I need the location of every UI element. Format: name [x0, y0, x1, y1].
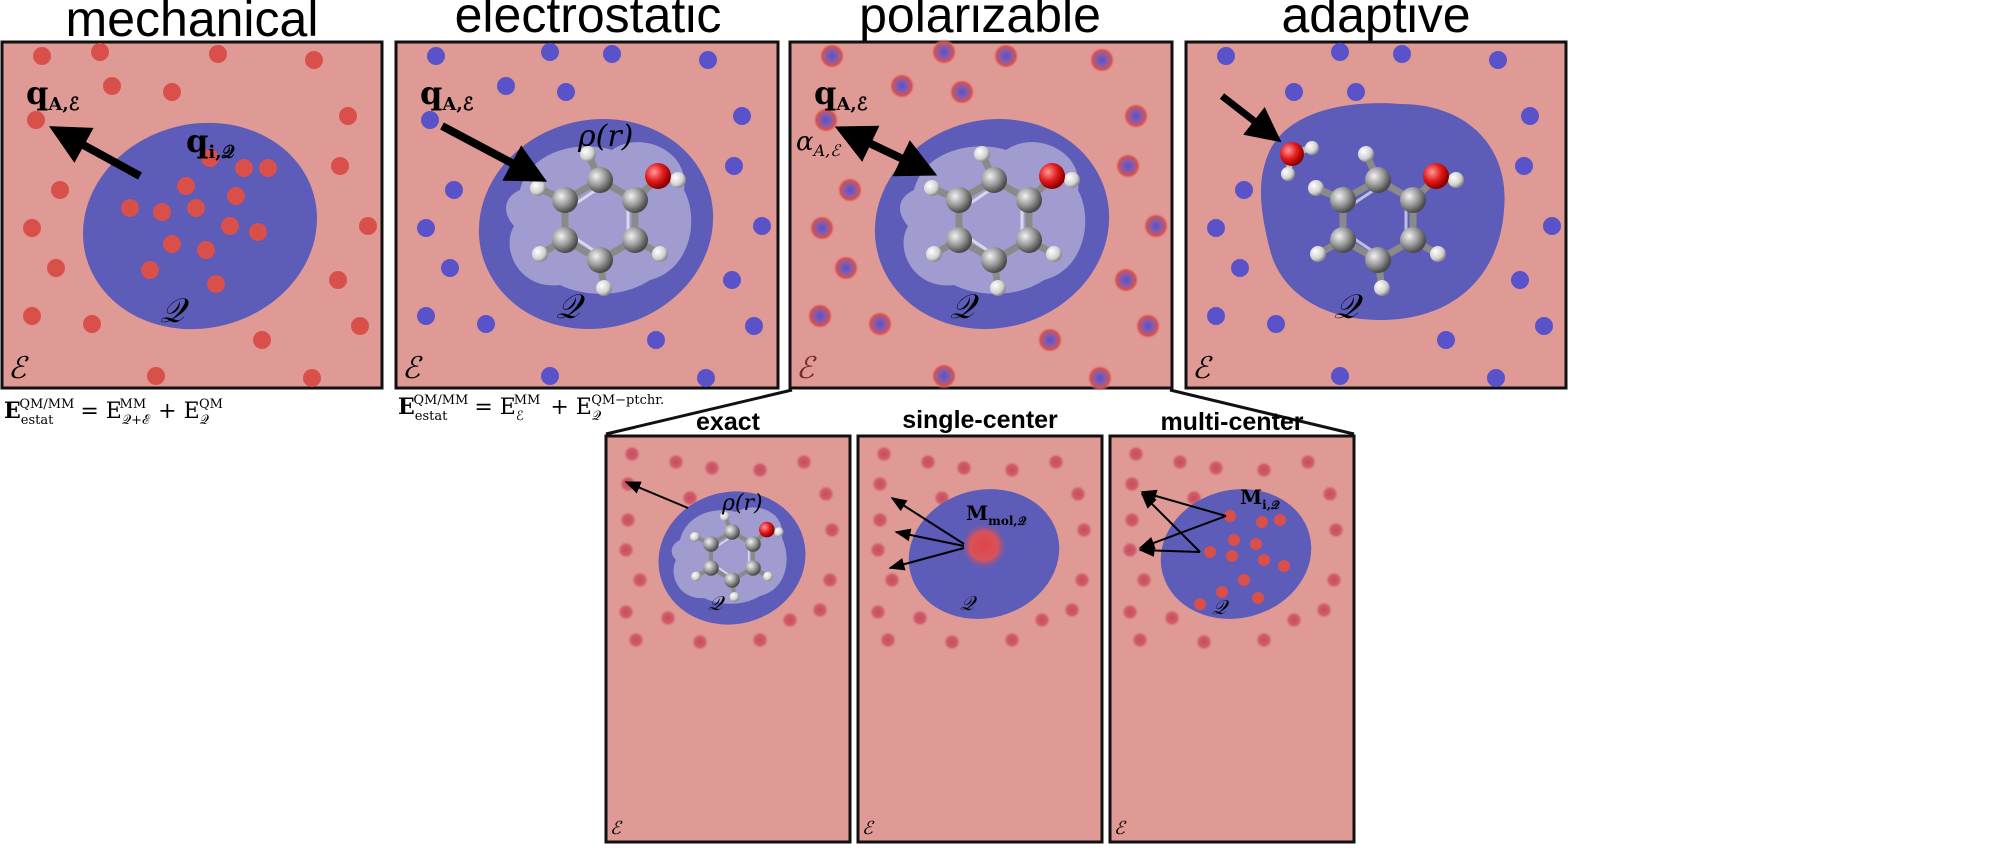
title-adaptive: adaptive — [1281, 0, 1470, 43]
panel-polarizable: qA,ℰ αA,ℰ 𝒬 ℰ — [788, 39, 1174, 391]
env-charges — [417, 43, 771, 387]
q-qm-label: qi,𝒬 — [186, 122, 235, 163]
rho-label: ρ(r) — [721, 491, 763, 516]
qm-region — [83, 122, 317, 330]
interaction-arrow — [624, 481, 689, 509]
env-induced-dipoles — [807, 39, 1169, 391]
subtitle-single-center: single-center — [902, 406, 1058, 434]
interaction-arrows — [1138, 489, 1227, 557]
env-symbol: ℰ — [1192, 351, 1213, 386]
env-symbol: ℰ — [1114, 818, 1127, 839]
interaction-arrow — [834, 125, 938, 177]
qm-symbol: 𝒬 — [708, 591, 726, 615]
density-cloud — [506, 142, 692, 294]
title-mechanical: mechanical — [66, 0, 319, 47]
interaction-arrow — [48, 126, 142, 180]
water-molecule — [1280, 141, 1319, 181]
interaction-arrow — [1219, 93, 1282, 143]
alpha-label: αA,ℰ — [796, 127, 842, 160]
density-cloud — [671, 507, 787, 604]
interaction-arrows — [888, 497, 965, 571]
env-symbol: ℰ — [610, 818, 623, 839]
m-i-label: Mi,𝒬 — [1240, 485, 1280, 512]
zoom-line-left — [605, 388, 793, 436]
panel-mechanical: qA,ℰ qi,𝒬 𝒬 ℰ — [0, 40, 384, 390]
env-charges — [23, 43, 377, 387]
subpanel-exact: ρ(r) 𝒬 ℰ — [604, 434, 852, 844]
subpanel-multi-center: Mi,𝒬 𝒬 ℰ — [1108, 434, 1356, 844]
equation-electrostatic: EestatQM/MM = EℰMM + E𝒬QM−ptchr. — [398, 393, 664, 424]
q-env-label: qA,ℰ — [26, 74, 80, 115]
qm-region — [1260, 103, 1505, 321]
panel-adaptive: 𝒬 ℰ — [1184, 40, 1568, 390]
qm-charges — [121, 149, 277, 293]
title-polarizable: polarizable — [859, 0, 1101, 43]
zoom-line-right — [1169, 388, 1355, 436]
env-symbol: ℰ — [402, 351, 423, 386]
equation-mechanical: EestatQM/MM = E𝒬+ℰMM + E𝒬QM — [4, 397, 223, 428]
interaction-arrow — [440, 122, 548, 182]
env-charges — [1207, 43, 1561, 387]
subtitle-multi-center: multi-center — [1160, 408, 1303, 436]
q-env-label: qA,ℰ — [814, 74, 868, 115]
subpanel-single-center: Mmol,𝒬 𝒬 ℰ — [856, 434, 1104, 844]
env-fuzzy-charges — [1121, 445, 1345, 651]
env-fuzzy-charges — [617, 445, 841, 651]
m-mol-label: Mmol,𝒬 — [966, 501, 1027, 528]
single-multipole — [960, 522, 1008, 570]
q-env-label: qA,ℰ — [420, 74, 474, 115]
env-fuzzy-charges — [869, 445, 1093, 651]
multipole-centers — [1194, 510, 1290, 610]
rho-label: ρ(r) — [577, 119, 633, 154]
title-electrostatic: electrostatic — [455, 0, 722, 43]
panel-electrostatic: qA,ℰ ρ(r) 𝒬 ℰ — [394, 40, 780, 390]
subtitle-exact: exact — [696, 408, 761, 436]
qm-symbol: 𝒬 — [960, 591, 978, 615]
env-symbol: ℰ — [796, 351, 817, 386]
env-symbol: ℰ — [8, 351, 29, 386]
qm-symbol: 𝒬 — [1212, 595, 1230, 619]
env-symbol: ℰ — [862, 818, 875, 839]
density-cloud — [900, 142, 1086, 294]
